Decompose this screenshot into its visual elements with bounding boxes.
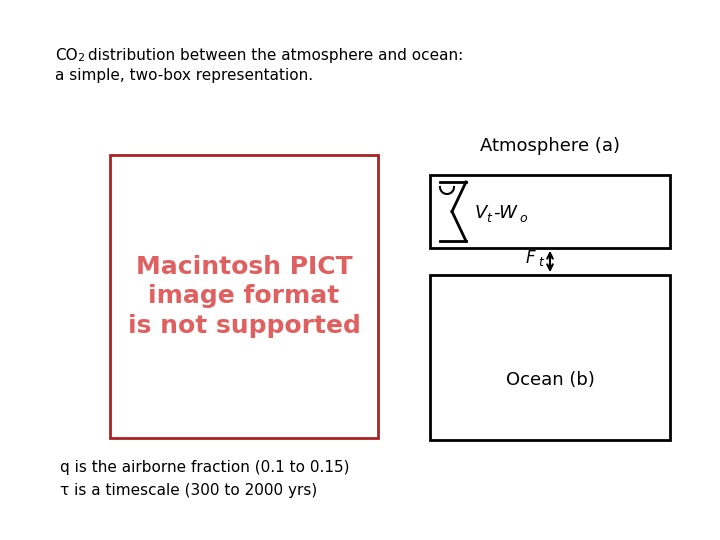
Bar: [430, 275, 670, 440]
Text: CO: CO: [55, 48, 78, 63]
Text: Atmosphere (a): Atmosphere (a): [480, 137, 620, 155]
Text: t: t: [538, 255, 543, 268]
Text: τ is a timescale (300 to 2000 yrs): τ is a timescale (300 to 2000 yrs): [60, 483, 318, 498]
Text: image format: image format: [148, 285, 340, 308]
Text: Macintosh PICT: Macintosh PICT: [135, 254, 352, 279]
Text: -W: -W: [493, 204, 517, 222]
Text: Ocean (b): Ocean (b): [505, 371, 595, 389]
Text: F: F: [526, 249, 535, 267]
Bar: [110, 155, 378, 438]
Text: t: t: [486, 212, 491, 225]
Text: o: o: [519, 212, 526, 225]
Text: a simple, two-box representation.: a simple, two-box representation.: [55, 68, 313, 83]
Text: is not supported: is not supported: [127, 314, 361, 339]
Bar: [430, 175, 670, 248]
Text: V: V: [475, 204, 487, 222]
Text: 2: 2: [77, 53, 84, 63]
Text: distribution between the atmosphere and ocean:: distribution between the atmosphere and …: [83, 48, 463, 63]
Text: q is the airborne fraction (0.1 to 0.15): q is the airborne fraction (0.1 to 0.15): [60, 460, 349, 475]
